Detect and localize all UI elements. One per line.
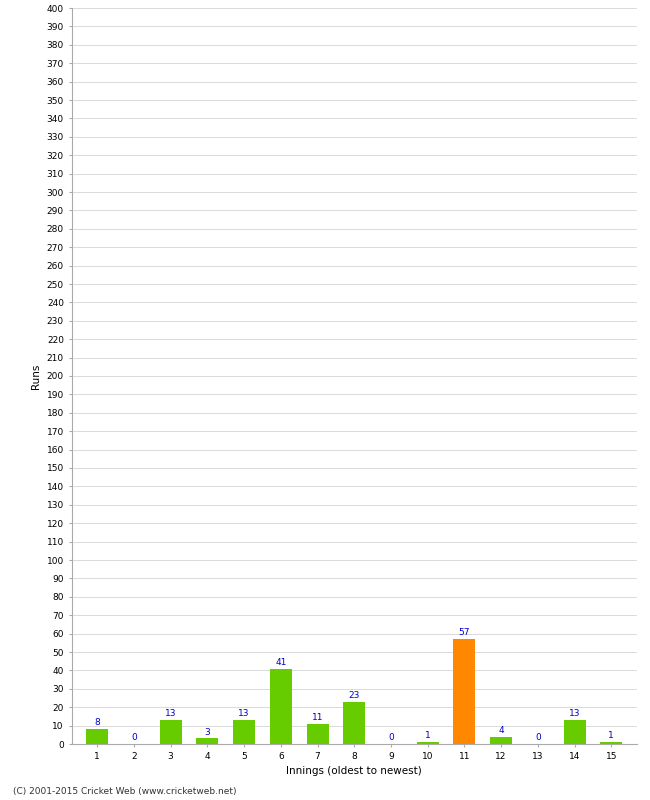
Bar [86, 730, 108, 744]
Text: 13: 13 [239, 710, 250, 718]
Bar [417, 742, 439, 744]
Y-axis label: Runs: Runs [31, 363, 41, 389]
Text: 8: 8 [94, 718, 100, 727]
Text: 23: 23 [348, 691, 360, 700]
Text: 0: 0 [131, 733, 136, 742]
Bar [454, 639, 475, 744]
Text: 1: 1 [608, 731, 614, 740]
Text: 13: 13 [569, 710, 580, 718]
Bar [343, 702, 365, 744]
Bar [270, 669, 292, 744]
Bar [307, 724, 328, 744]
Text: 57: 57 [459, 628, 470, 638]
Bar [490, 737, 512, 744]
Bar [233, 720, 255, 744]
Text: 1: 1 [425, 731, 430, 740]
Text: 0: 0 [388, 733, 394, 742]
Text: (C) 2001-2015 Cricket Web (www.cricketweb.net): (C) 2001-2015 Cricket Web (www.cricketwe… [13, 787, 237, 796]
Text: 0: 0 [535, 733, 541, 742]
Text: 13: 13 [165, 710, 176, 718]
Text: 41: 41 [275, 658, 287, 666]
Bar [160, 720, 181, 744]
Text: 11: 11 [312, 713, 323, 722]
Bar [601, 742, 622, 744]
Bar [196, 738, 218, 744]
X-axis label: Innings (oldest to newest): Innings (oldest to newest) [287, 766, 422, 776]
Bar [564, 720, 586, 744]
Text: 4: 4 [499, 726, 504, 734]
Text: 3: 3 [205, 728, 210, 737]
